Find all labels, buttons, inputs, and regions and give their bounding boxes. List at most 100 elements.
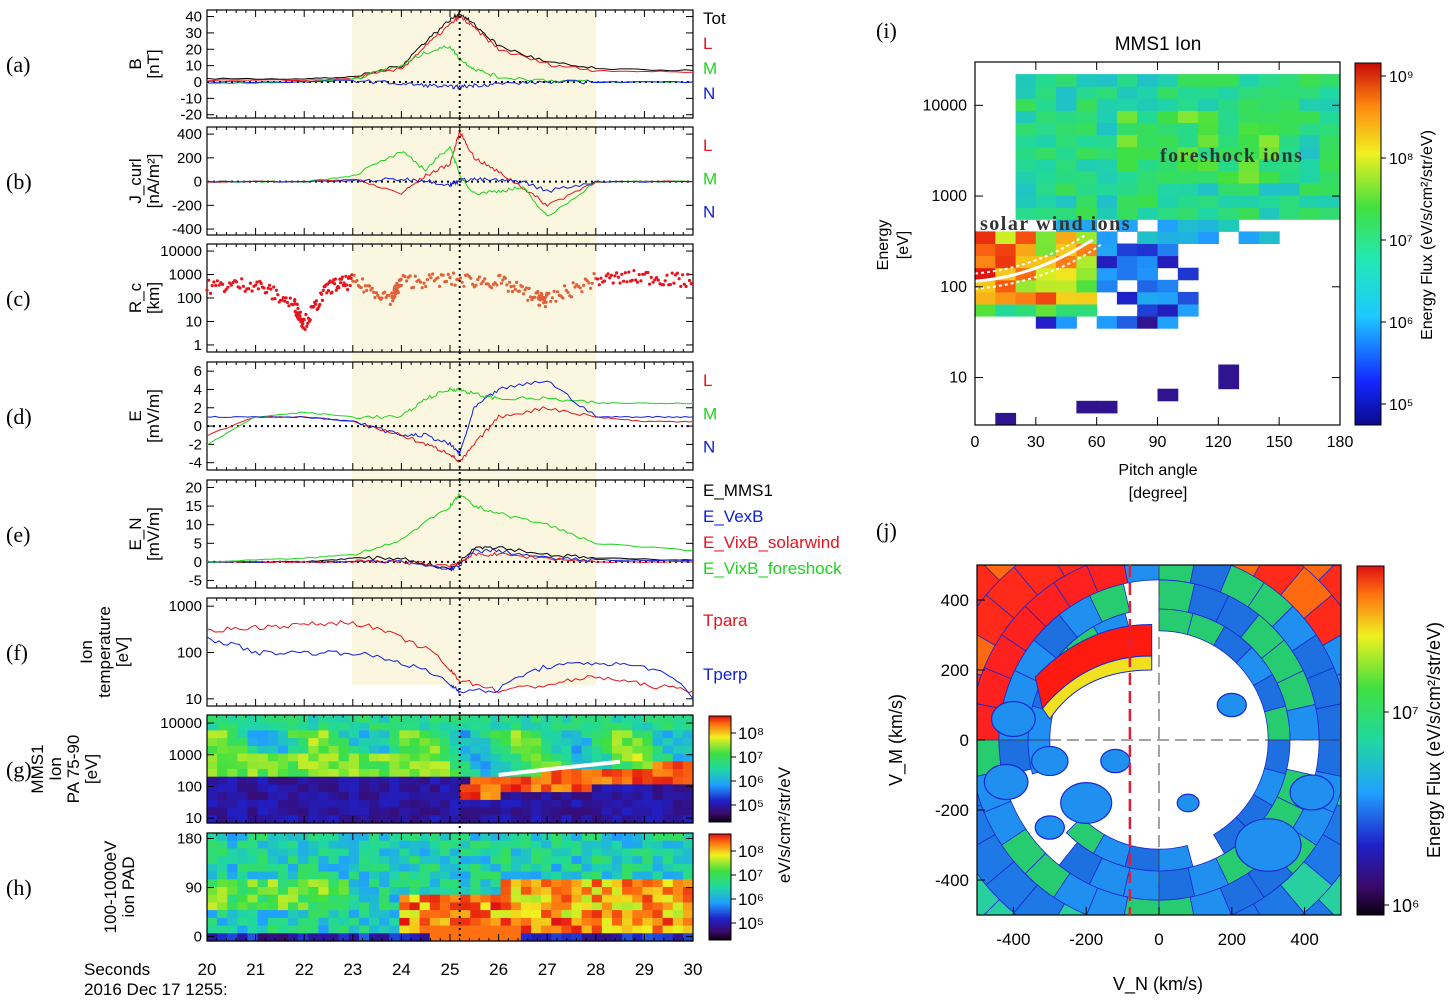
heatmap-cell xyxy=(500,925,512,934)
heatmap-cell xyxy=(318,917,330,927)
panel-i-cell xyxy=(1056,304,1077,317)
panel-i-cell xyxy=(1279,195,1300,208)
panel-i-cell xyxy=(1319,183,1341,196)
heatmap-cell xyxy=(571,730,583,739)
heatmap-cell xyxy=(328,925,340,934)
heatmap-cell xyxy=(571,715,583,724)
scatter-point xyxy=(483,277,487,281)
heatmap-cell xyxy=(672,784,684,793)
heatmap-cell xyxy=(652,807,664,816)
panel-i-cell xyxy=(1299,183,1321,196)
scatter-point xyxy=(625,280,629,284)
x-tick-label: 120 xyxy=(1205,434,1232,451)
heatmap-cell xyxy=(601,902,613,911)
heatmap-cell xyxy=(591,863,603,873)
heatmap-cell xyxy=(217,902,228,911)
heatmap-cell xyxy=(662,753,674,762)
heatmap-cell xyxy=(429,833,441,842)
heatmap-cell xyxy=(622,917,633,927)
heatmap-cell xyxy=(328,776,340,785)
heatmap-cell xyxy=(419,933,431,942)
heatmap-cell xyxy=(551,738,562,747)
heatmap-cell xyxy=(318,722,330,731)
velocity-bin xyxy=(1262,494,1322,558)
heatmap-cell xyxy=(571,745,583,755)
y-axis-label: [nT] xyxy=(144,49,163,78)
heatmap-cell xyxy=(581,833,593,842)
solar-wind-trace xyxy=(498,759,621,777)
panel-i-cell xyxy=(1035,291,1057,305)
heatmap-cell xyxy=(227,776,238,785)
heatmap-cell xyxy=(632,925,643,934)
heatmap-cell xyxy=(612,722,623,731)
heatmap-cell xyxy=(490,894,502,903)
heatmap-cell xyxy=(369,753,380,762)
heatmap-cell xyxy=(642,753,654,762)
scatter-point xyxy=(608,276,612,280)
heatmap-cell xyxy=(207,848,218,857)
panel-i-ylabel-1: Energy xyxy=(875,220,892,271)
scatter-point xyxy=(325,291,329,295)
scatter-point xyxy=(217,283,221,287)
heatmap-cell xyxy=(298,879,309,888)
heatmap-cell xyxy=(389,917,400,927)
heatmap-cell xyxy=(460,833,471,842)
heatmap-cell xyxy=(338,925,350,934)
heatmap-cell xyxy=(399,799,411,809)
heatmap-cell xyxy=(358,730,370,739)
heatmap-cell xyxy=(358,871,370,880)
heatmap-cell xyxy=(439,776,451,785)
heatmap-cell xyxy=(581,848,593,857)
velocity-bin xyxy=(1033,941,1089,1003)
heatmap-cell xyxy=(419,856,431,865)
heatmap-cell xyxy=(399,753,411,762)
heatmap-cell xyxy=(298,925,309,934)
heatmap-cell xyxy=(561,792,573,801)
heatmap-cell xyxy=(551,730,562,739)
panel-i-cell xyxy=(1056,122,1077,136)
panel-i-cell xyxy=(1218,74,1240,87)
scatter-point xyxy=(495,283,499,287)
heatmap-cell xyxy=(612,840,623,849)
heatmap-cell xyxy=(591,769,603,778)
scatter-point xyxy=(637,273,641,277)
heatmap-cell xyxy=(379,910,390,919)
panel-i-cell xyxy=(1198,110,1219,123)
panel-i-cell xyxy=(1096,146,1118,160)
time-tick-label: 28 xyxy=(586,960,605,979)
heatmap-cell xyxy=(399,738,411,747)
velocity-patch xyxy=(1289,774,1335,811)
x-tick-label: -400 xyxy=(996,930,1030,949)
heatmap-cell xyxy=(682,722,694,731)
heatmap-cell xyxy=(217,769,228,778)
y-axis-label: Ion xyxy=(46,757,65,781)
scatter-point xyxy=(380,296,384,300)
panel-i-cell xyxy=(1056,183,1077,196)
scatter-point xyxy=(538,303,542,307)
heatmap-cell xyxy=(510,776,522,785)
heatmap-cell xyxy=(551,761,562,770)
legend-tot: Tot xyxy=(703,9,726,28)
colorbar-tick-label: 10⁵ xyxy=(1389,397,1413,414)
heatmap-cell xyxy=(207,730,218,739)
scatter-point xyxy=(320,298,324,302)
legend-l: L xyxy=(703,136,712,155)
heatmap-cell xyxy=(358,917,370,927)
heatmap-cell xyxy=(247,894,259,903)
heatmap-cell xyxy=(510,730,522,739)
heatmap-cell xyxy=(267,792,279,801)
heatmap-cell xyxy=(450,887,461,896)
heatmap-cell xyxy=(348,910,360,919)
heatmap-cell xyxy=(622,784,633,793)
heatmap-cell xyxy=(399,761,411,770)
heatmap-cell xyxy=(237,925,249,934)
heatmap-cell xyxy=(642,745,654,755)
panel-i-cell xyxy=(1299,158,1321,172)
scatter-point xyxy=(554,299,558,303)
heatmap-cell xyxy=(460,761,471,770)
y-axis-label: [mV/m] xyxy=(144,507,163,561)
y-tick-label: 30 xyxy=(185,25,202,42)
scatter-point xyxy=(499,281,503,285)
scatter-point xyxy=(679,284,683,288)
heatmap-cell xyxy=(318,840,330,849)
